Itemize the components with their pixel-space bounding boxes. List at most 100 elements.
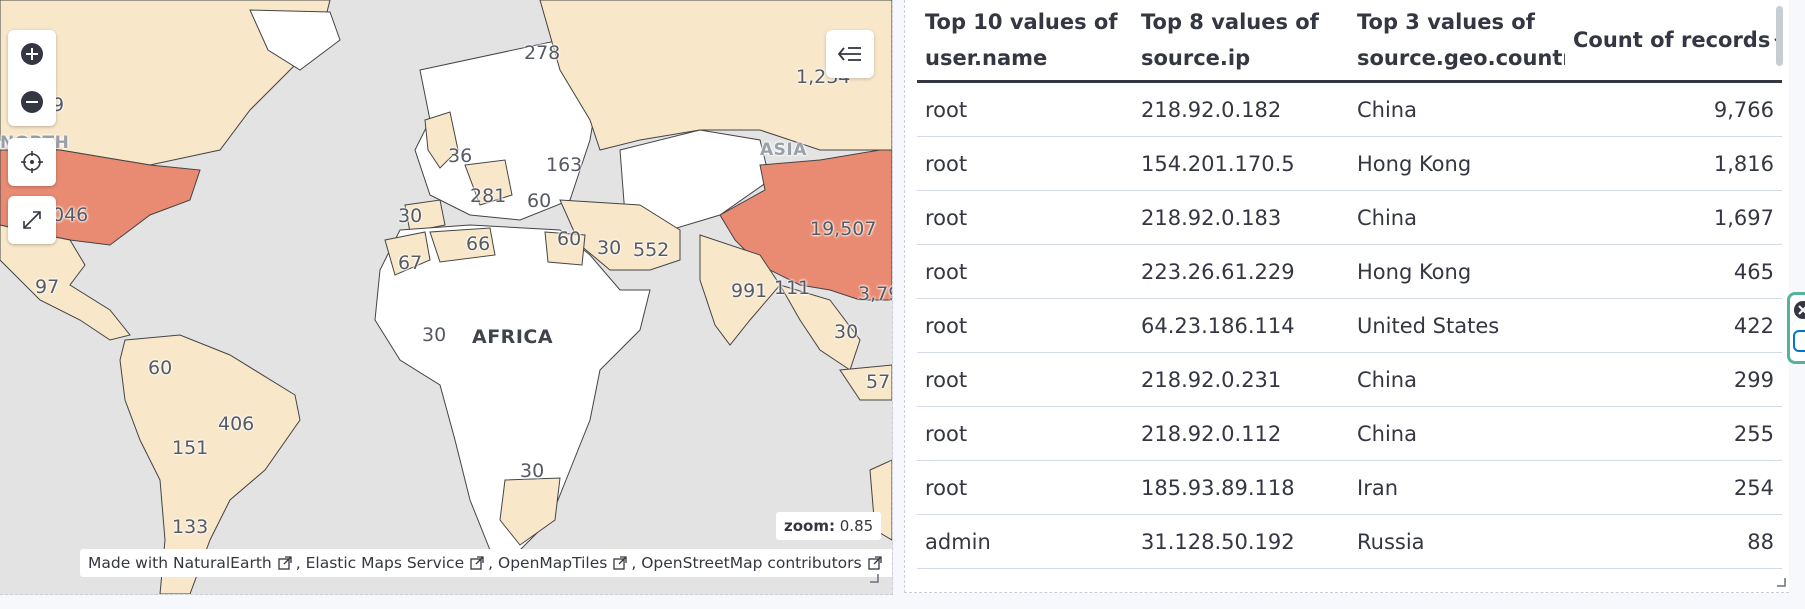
zoom-value: 0.85 [839,517,874,535]
egypt-shape [544,231,586,266]
badge-icon [1793,330,1805,352]
table-row[interactable]: root 218.92.0.231 China 299 [917,352,1782,407]
cell-source-ip: 218.92.0.182 [1133,81,1349,137]
count-label-turkey: 60 [527,190,552,212]
cell-count: 422 [1565,298,1782,353]
count-label-russia: 278 [524,42,561,64]
table-row[interactable]: root 185.93.89.118 Iran 254 [917,460,1782,515]
zoom-controls [8,30,56,126]
table-row[interactable]: root 154.201.170.5 Hong Kong 1,816 [917,136,1782,191]
cell-user-name: root [917,244,1133,299]
attribution-link-openmaptiles[interactable]: OpenMapTiles [498,554,608,572]
cell-count: 254 [1565,460,1782,515]
count-label-iran: 552 [633,239,670,261]
table-row[interactable]: root 218.92.0.182 China 9,766 [917,81,1782,137]
table-row[interactable]: root 223.26.61.229 Hong Kong 465 [917,244,1782,299]
data-table-panel: Top 10 values of user.name Top 8 values … [904,0,1789,593]
collapse-left-icon [837,47,861,61]
external-link-icon [278,551,292,579]
table-scrollbar-thumb[interactable] [1776,6,1783,66]
column-header-line: source.ip [1141,46,1251,70]
column-header-line: user.name [925,46,1048,70]
uk-shape [424,111,459,169]
cell-country: United States [1349,298,1565,353]
count-label-china: 19,507 [810,218,877,240]
panel-resize-handle[interactable] [868,572,880,584]
table-row[interactable]: root 218.92.0.112 China 255 [917,406,1782,461]
cell-count: 299 [1565,352,1782,407]
cell-count: 1,816 [1565,136,1782,191]
zoom-level-display: zoom: 0.85 [776,512,882,540]
cell-source-ip: 218.92.0.183 [1133,190,1349,245]
attribution-link-elastic-maps[interactable]: Elastic Maps Service [305,554,465,572]
cell-user-name: root [917,460,1133,515]
cell-user-name: root [917,406,1133,461]
column-header-user-name[interactable]: Top 10 values of user.name [917,0,1133,83]
count-label-hong-kong: 3,79 [858,283,892,305]
count-label-south-africa: 30 [520,460,545,482]
count-label-morocco: 67 [398,252,423,274]
column-header-source-ip[interactable]: Top 8 values of source.ip [1133,0,1349,83]
fullscreen-button[interactable] [8,196,56,244]
column-header-line: Top 8 values of [1141,10,1319,34]
cell-country: Russia [1349,514,1565,569]
column-header-country[interactable]: Top 3 values of source.geo.country_name [1349,0,1565,83]
zoom-out-button[interactable] [8,78,56,126]
south-africa-shape [499,477,561,546]
zoom-label: zoom: [784,517,835,535]
table-header-row: Top 10 values of user.name Top 8 values … [917,0,1782,83]
column-header-line: Count of records [1573,28,1771,52]
cell-source-ip: 31.128.50.192 [1133,514,1349,569]
cell-country: China [1349,406,1565,461]
expand-icon [23,211,41,229]
cell-user-name: root [917,136,1133,191]
greenland-shape [249,9,341,71]
world-map[interactable] [0,0,892,594]
cell-user-name: root [917,298,1133,353]
table-row[interactable]: root 64.23.186.114 United States 422 [917,298,1782,353]
count-label-algeria: 66 [466,233,491,255]
cell-user-name: root [917,81,1133,137]
cell-source-ip: 218.92.0.231 [1133,352,1349,407]
legend-toggle-button[interactable] [826,30,874,78]
morocco-shape [384,231,431,276]
count-label-uk: 36 [448,145,473,167]
table-row[interactable]: root 218.92.0.183 China 1,697 [917,190,1782,245]
map-panel[interactable]: AFRICA ASIA NORTH 278 1,234 046 9 36 163… [0,0,893,595]
cell-count: 9,766 [1565,81,1782,137]
cell-source-ip: 64.23.186.114 [1133,298,1349,353]
column-header-count[interactable]: Count of records [1565,0,1782,83]
column-header-line: Top 10 values of [925,10,1118,34]
side-panel-tab[interactable] [1787,292,1805,364]
middle-east-shape [559,199,681,271]
cell-count: 88 [1565,514,1782,569]
column-header-line: source.geo.country_name [1357,46,1565,70]
count-label-argentina: 133 [172,516,209,538]
cell-source-ip: 154.201.170.5 [1133,136,1349,191]
count-label-finland: 163 [546,154,583,176]
count-label-egypt: 60 [557,228,582,250]
attribution-link-openstreetmap[interactable]: OpenStreetMap contributors [641,554,862,572]
count-label-niger: 30 [422,324,447,346]
cell-count: 255 [1565,406,1782,461]
count-label-myanmar: 111 [774,277,811,299]
cell-count: 1,697 [1565,190,1782,245]
count-label-brazil: 406 [218,413,255,435]
table-row[interactable]: admin 31.128.50.192 Russia 88 [917,514,1782,569]
germany-shape [464,159,513,206]
zoom-in-button[interactable] [8,30,56,78]
attribution-separator: , [488,554,494,572]
attribution-link-naturalearth[interactable]: Made with NaturalEarth [88,554,272,572]
cell-source-ip: 185.93.89.118 [1133,460,1349,515]
cell-user-name: root [917,352,1133,407]
cell-user-name: admin [917,514,1133,569]
minus-icon [21,91,43,113]
cell-country: China [1349,81,1565,137]
spain-shape [404,199,446,233]
locate-button[interactable] [8,138,56,186]
count-label-peru: 151 [172,437,209,459]
indonesia-shape [839,364,892,401]
cell-country: Iran [1349,460,1565,515]
count-label-mexico: 97 [35,276,60,298]
panel-resize-handle[interactable] [1775,576,1787,588]
